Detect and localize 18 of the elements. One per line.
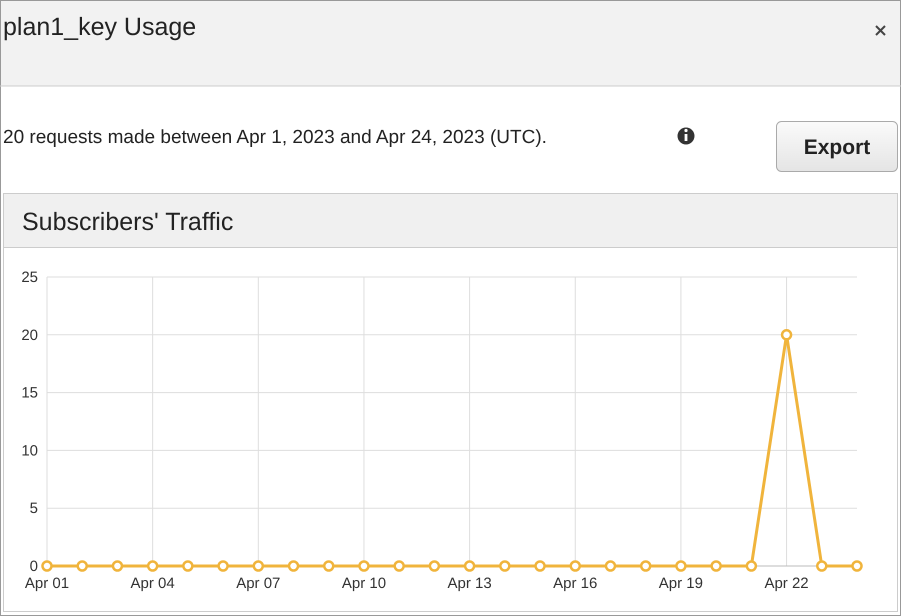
x-tick-label: Apr 13 xyxy=(448,575,492,592)
y-tick-label: 0 xyxy=(30,558,38,575)
x-tick-label: Apr 07 xyxy=(236,575,280,592)
chart-title: plan1_key Usage xyxy=(3,13,196,41)
x-tick-label: Apr 04 xyxy=(130,575,175,592)
y-tick-label: 25 xyxy=(21,269,38,286)
x-tick-label: Apr 22 xyxy=(764,575,809,592)
y-tick-label: 20 xyxy=(21,326,38,344)
y-tick-label: 5 xyxy=(30,500,38,518)
chart-subtitle: 20 requests made between Apr 1, 2023 and Apr 24, 2023 (UTC). xyxy=(3,127,547,148)
x-tick-label: Apr 01 xyxy=(24,575,70,592)
y-tick-label: 15 xyxy=(21,384,38,402)
text: Export xyxy=(804,136,870,159)
x-tick-label: Apr 19 xyxy=(658,575,704,592)
text: Subscribers' Traffic xyxy=(22,208,234,236)
x-tick-label: Apr 10 xyxy=(342,575,386,592)
x-tick-label: Apr 16 xyxy=(553,575,598,592)
y-tick-label: 10 xyxy=(21,442,38,460)
